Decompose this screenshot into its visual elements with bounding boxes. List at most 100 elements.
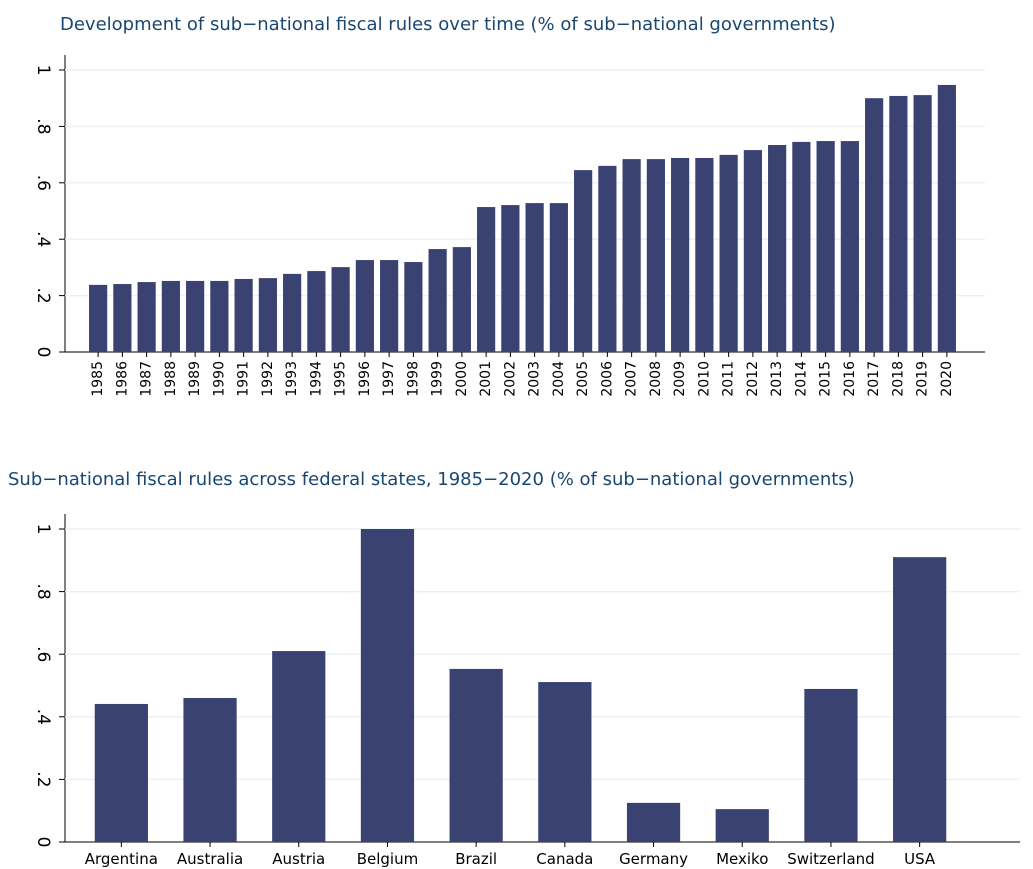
bar (525, 203, 544, 352)
x-tick-label: Australia (177, 850, 243, 868)
x-tick-label: Canada (536, 850, 593, 868)
bar (501, 205, 520, 352)
x-tick-label: 2005 (575, 361, 591, 397)
bar (94, 703, 148, 842)
y-tick-label: 1 (33, 524, 53, 535)
bar (646, 159, 665, 352)
bar (307, 271, 326, 352)
x-tick-label: Argentina (85, 850, 158, 868)
x-tick-label: 2000 (454, 361, 470, 397)
bar (768, 145, 787, 352)
y-tick-label: .6 (33, 646, 53, 662)
bar (792, 141, 811, 352)
bar (477, 207, 496, 352)
y-tick-label: 0 (33, 347, 53, 358)
bar (331, 267, 350, 352)
x-tick-label: 2014 (793, 361, 809, 397)
x-tick-label: 2016 (842, 361, 858, 397)
bar (161, 280, 180, 352)
y-tick-label: .2 (33, 771, 53, 787)
bar (360, 529, 415, 842)
bar (893, 557, 947, 842)
x-tick-label: 1992 (260, 361, 276, 397)
x-tick-label: 1985 (90, 361, 106, 397)
x-tick-label: Brazil (455, 850, 497, 868)
bar (428, 249, 447, 352)
bar (283, 273, 302, 352)
bar (840, 141, 859, 352)
x-tick-label: 2015 (818, 361, 834, 397)
bar (622, 159, 641, 352)
x-tick-label: 1994 (308, 361, 324, 397)
x-tick-label: 1996 (357, 361, 373, 397)
bar (137, 282, 156, 352)
x-tick-label: 1988 (163, 361, 179, 397)
x-tick-label: USA (904, 850, 936, 868)
x-tick-label: 2012 (745, 361, 761, 397)
bar (719, 154, 738, 352)
bar (598, 165, 617, 352)
bar (804, 688, 858, 842)
y-tick-label: 1 (33, 65, 53, 76)
bar (380, 260, 399, 352)
x-tick-label: 2017 (866, 361, 882, 397)
bar (355, 260, 374, 352)
x-tick-label: Germany (619, 850, 688, 868)
y-tick-label: .4 (33, 709, 53, 725)
bar (183, 698, 237, 842)
x-tick-label: 2009 (672, 361, 688, 397)
x-tick-label: 2020 (939, 361, 955, 397)
x-tick-label: 1997 (381, 361, 397, 397)
bar (865, 98, 884, 352)
x-tick-label: 2003 (527, 361, 543, 397)
bar (210, 280, 229, 352)
x-tick-label: Switzerland (787, 850, 875, 868)
bar (715, 809, 769, 842)
x-tick-label: 2004 (551, 361, 567, 397)
bar (186, 280, 205, 352)
x-tick-label: 2002 (502, 361, 518, 397)
bar (452, 247, 471, 352)
bar (404, 262, 423, 352)
x-tick-label: Mexiko (716, 850, 768, 868)
y-tick-label: .8 (33, 583, 53, 599)
x-tick-label: 1991 (236, 361, 252, 397)
x-tick-label: 1987 (139, 361, 155, 397)
x-tick-label: 1995 (333, 361, 349, 397)
chart-title: Development of sub−national fiscal rules… (60, 14, 836, 35)
bar (743, 150, 762, 352)
bar (574, 170, 593, 352)
bar (89, 284, 108, 352)
x-tick-label: 1998 (405, 361, 421, 397)
y-tick-label: .2 (33, 287, 53, 303)
bar (234, 278, 253, 352)
x-tick-label: 1986 (114, 361, 130, 397)
y-tick-label: 0 (33, 837, 53, 848)
bar (695, 157, 714, 352)
bar (113, 284, 132, 352)
x-tick-label: 2001 (478, 361, 494, 397)
x-tick-label: 2011 (721, 361, 737, 397)
bar (449, 668, 503, 842)
bar (258, 278, 277, 352)
x-tick-label: 2007 (624, 361, 640, 397)
x-tick-label: Belgium (357, 850, 419, 868)
bar (937, 84, 956, 353)
chart-title: Sub−national fiscal rules across federal… (8, 469, 855, 490)
bar (549, 203, 568, 352)
y-tick-label: .6 (33, 175, 53, 191)
bar (913, 95, 932, 353)
x-tick-label: 1990 (211, 361, 227, 397)
x-tick-label: Austria (272, 850, 325, 868)
x-tick-label: 2006 (599, 361, 615, 397)
x-tick-label: 2019 (915, 361, 931, 397)
bar (626, 802, 681, 842)
x-tick-label: 2018 (890, 361, 906, 397)
x-tick-label: 2010 (696, 361, 712, 397)
bar (816, 141, 835, 352)
x-tick-label: 1999 (430, 361, 446, 397)
x-tick-label: 2013 (769, 361, 785, 397)
bar (272, 651, 326, 842)
bar (889, 95, 908, 352)
